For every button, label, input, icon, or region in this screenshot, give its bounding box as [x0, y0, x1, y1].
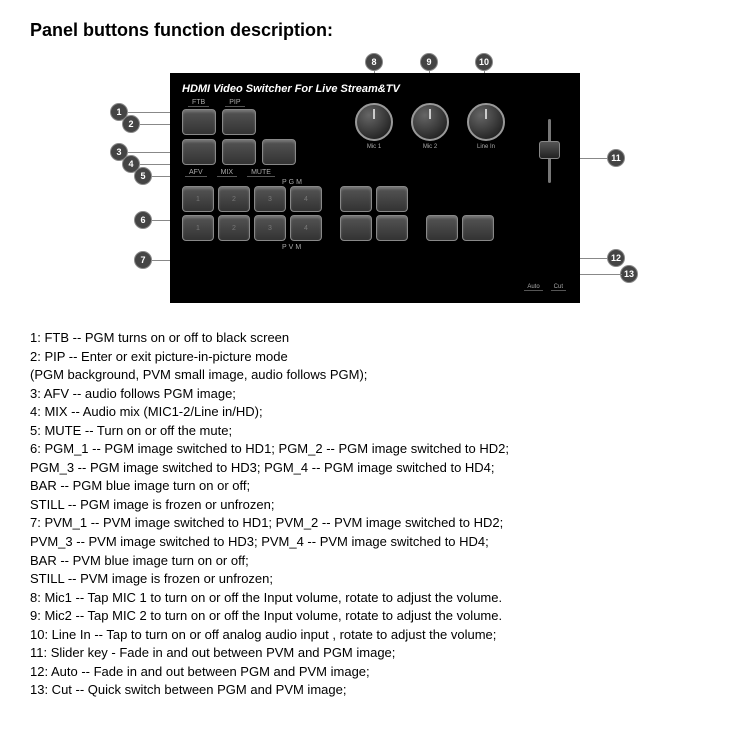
- desc-line: 7: PVM_1 -- PVM image switched to HD1; P…: [30, 514, 720, 532]
- ftb-button[interactable]: [182, 109, 216, 135]
- label-ftb: FTB: [188, 99, 209, 107]
- pgm-1[interactable]: 1: [182, 186, 214, 212]
- desc-line: 4: MIX -- Audio mix (MIC1-2/Line in/HD);: [30, 403, 720, 421]
- callout-12: 12: [607, 249, 625, 267]
- mic2-knob[interactable]: [411, 103, 449, 141]
- panel-title: HDMI Video Switcher For Live Stream&TV: [182, 83, 568, 95]
- mic1-knob[interactable]: [355, 103, 393, 141]
- auto-button[interactable]: [426, 215, 458, 241]
- desc-line: 2: PIP -- Enter or exit picture-in-pictu…: [30, 348, 720, 366]
- pgm-2[interactable]: 2: [218, 186, 250, 212]
- callout-13: 13: [620, 265, 638, 283]
- pgm-4[interactable]: 4: [290, 186, 322, 212]
- pip-button[interactable]: [222, 109, 256, 135]
- label-mix: MIX: [217, 169, 237, 177]
- desc-line: 6: PGM_1 -- PGM image switched to HD1; P…: [30, 440, 720, 458]
- desc-line: 12: Auto -- Fade in and out between PGM …: [30, 663, 720, 681]
- pvm-1[interactable]: 1: [182, 215, 214, 241]
- callout-6: 6: [134, 211, 152, 229]
- callout-7: 7: [134, 251, 152, 269]
- pgm-label: PGM: [282, 179, 568, 186]
- mute-button[interactable]: [262, 139, 296, 165]
- desc-line: 13: Cut -- Quick switch between PGM and …: [30, 681, 720, 699]
- desc-line: 8: Mic1 -- Tap MIC 1 to turn on or off t…: [30, 589, 720, 607]
- mix-button[interactable]: [222, 139, 256, 165]
- cut-button[interactable]: [462, 215, 494, 241]
- desc-line: PGM_3 -- PGM image switched to HD3; PGM_…: [30, 459, 720, 477]
- desc-line: 1: FTB -- PGM turns on or off to black s…: [30, 329, 720, 347]
- pvm-label: PVM: [282, 244, 568, 251]
- desc-line: (PGM background, PVM small image, audio …: [30, 366, 720, 384]
- desc-line: STILL -- PGM image is frozen or unfrozen…: [30, 496, 720, 514]
- desc-line: 3: AFV -- audio follows PGM image;: [30, 385, 720, 403]
- desc-line: 9: Mic2 -- Tap MIC 2 to turn on or off t…: [30, 607, 720, 625]
- callout-11: 11: [607, 149, 625, 167]
- desc-line: STILL -- PVM image is frozen or unfrozen…: [30, 570, 720, 588]
- switcher-panel: HDMI Video Switcher For Live Stream&TV F…: [170, 73, 580, 303]
- label-afv: AFV: [185, 169, 207, 177]
- desc-line: BAR -- PVM blue image turn on or off;: [30, 552, 720, 570]
- label-mute: MUTE: [247, 169, 275, 177]
- mic2-label: Mic 2: [423, 144, 437, 150]
- desc-line: 11: Slider key - Fade in and out between…: [30, 644, 720, 662]
- callout-9: 9: [420, 53, 438, 71]
- label-cut: Cut: [551, 284, 566, 291]
- pvm-still[interactable]: [376, 215, 408, 241]
- mic1-label: Mic 1: [367, 144, 381, 150]
- label-pip: PIP: [225, 99, 244, 107]
- panel-diagram: 8 9 10 1 2 3 4 5 6 7 11 12 13 HDMI Video…: [110, 53, 640, 313]
- callout-2: 2: [122, 115, 140, 133]
- pgm-still[interactable]: [376, 186, 408, 212]
- callout-10: 10: [475, 53, 493, 71]
- pgm-3[interactable]: 3: [254, 186, 286, 212]
- desc-line: BAR -- PGM blue image turn on or off;: [30, 477, 720, 495]
- pvm-2[interactable]: 2: [218, 215, 250, 241]
- linein-knob[interactable]: [467, 103, 505, 141]
- desc-line: 5: MUTE -- Turn on or off the mute;: [30, 422, 720, 440]
- t-bar-slider[interactable]: [536, 119, 562, 187]
- page-title: Panel buttons function description:: [30, 20, 720, 41]
- pvm-3[interactable]: 3: [254, 215, 286, 241]
- desc-line: PVM_3 -- PVM image switched to HD3; PVM_…: [30, 533, 720, 551]
- afv-button[interactable]: [182, 139, 216, 165]
- callout-8: 8: [365, 53, 383, 71]
- label-auto: Auto: [524, 284, 542, 291]
- pvm-bar[interactable]: [340, 215, 372, 241]
- pvm-4[interactable]: 4: [290, 215, 322, 241]
- linein-label: Line In: [477, 144, 495, 150]
- descriptions-list: 1: FTB -- PGM turns on or off to black s…: [30, 329, 720, 699]
- pgm-bar[interactable]: [340, 186, 372, 212]
- desc-line: 10: Line In -- Tap to turn on or off ana…: [30, 626, 720, 644]
- callout-5: 5: [134, 167, 152, 185]
